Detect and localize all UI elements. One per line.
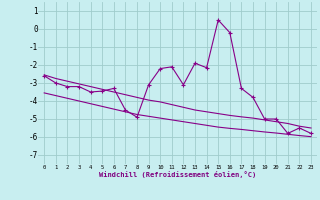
X-axis label: Windchill (Refroidissement éolien,°C): Windchill (Refroidissement éolien,°C)	[99, 171, 256, 178]
